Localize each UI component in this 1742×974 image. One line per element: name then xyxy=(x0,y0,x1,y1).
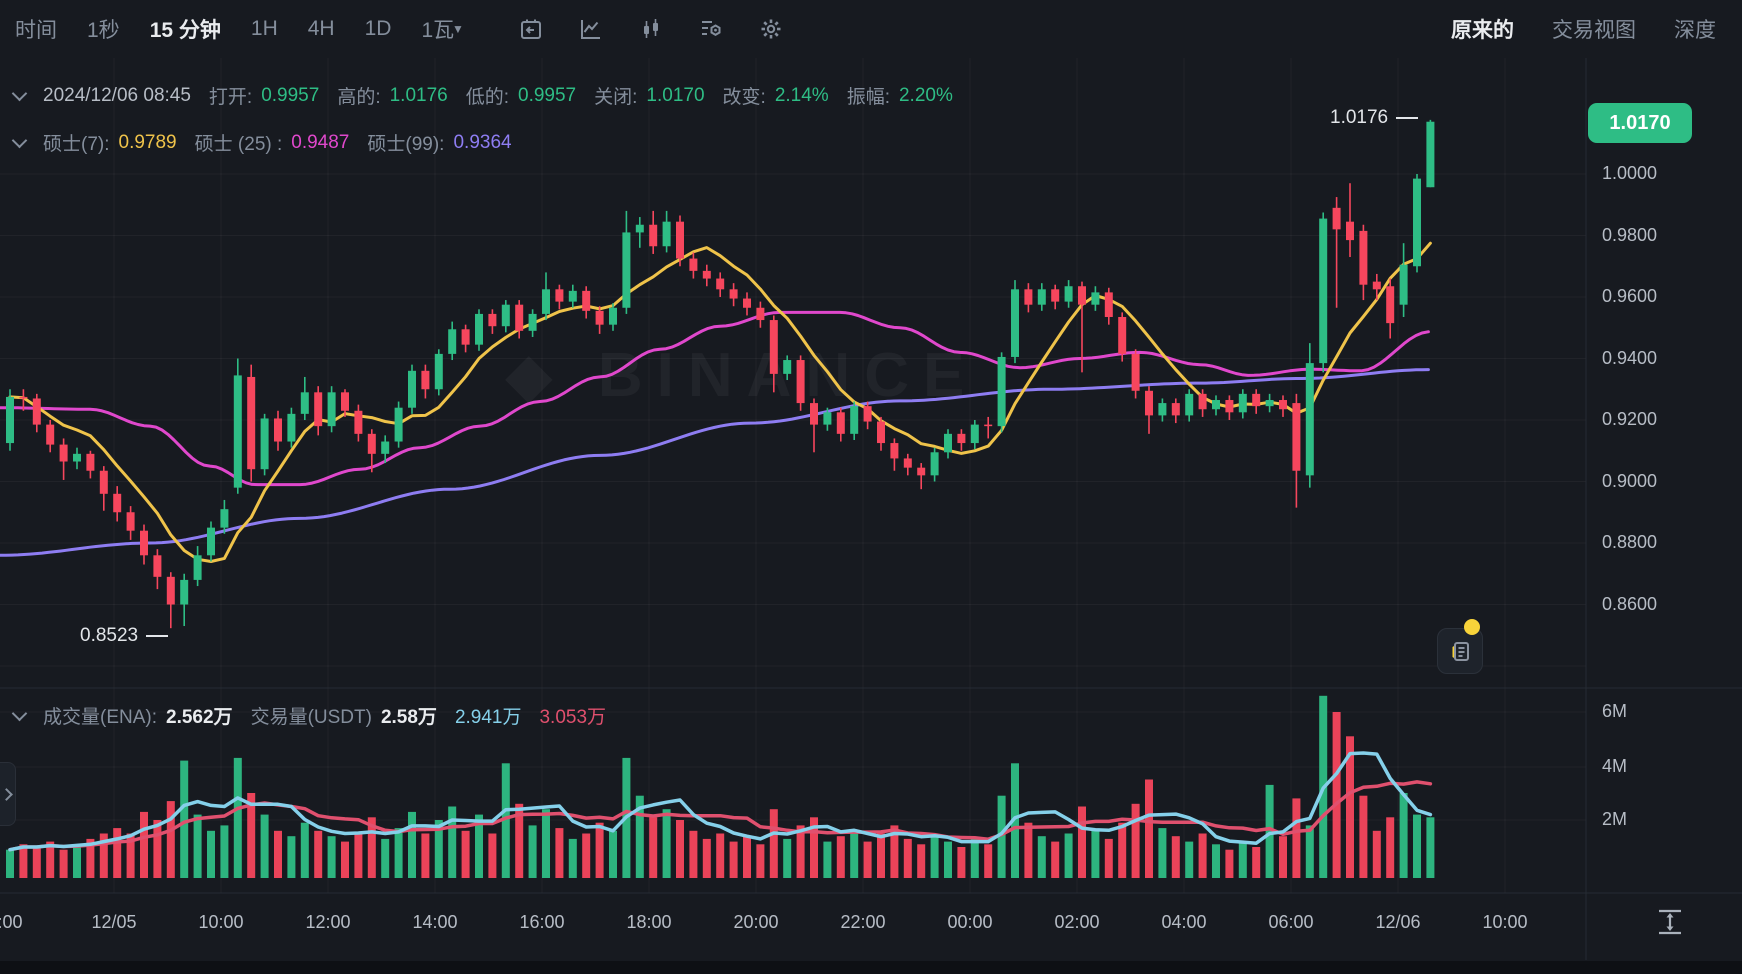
volume-legend-item: 成交量(ENA): 2.562万 xyxy=(43,707,233,728)
price-axis-label: 0.9400 xyxy=(1602,347,1658,368)
chart-toolbar: 时间 1秒 15 分钟 1H 4H 1D 1瓦 ▼ xyxy=(0,0,1742,58)
chevron-right-icon xyxy=(0,787,13,801)
high-price-label: 1.0176 xyxy=(1330,106,1389,128)
volume-axis-label: 2M xyxy=(1602,809,1628,829)
time-axis-label: 00:00 xyxy=(947,912,993,932)
news-feed-button[interactable] xyxy=(1437,628,1483,674)
interval-button[interactable]: 1D xyxy=(364,17,392,40)
price-axis-label: 1.0000 xyxy=(1602,163,1658,183)
time-axis-label: :00 xyxy=(0,912,23,932)
volume-legend-item: 2.941万 xyxy=(454,707,522,728)
price-axis-label: 0.9600 xyxy=(1602,286,1658,306)
ohlc-item: 振幅: 2.20% xyxy=(846,84,953,109)
interval-dropdown-button[interactable]: ▼ xyxy=(452,0,464,58)
interval-button[interactable]: 4H xyxy=(307,17,335,40)
price-axis-label: 0.8800 xyxy=(1602,532,1658,552)
last-price-badge: 1.0170 xyxy=(1588,103,1692,143)
calendar-icon[interactable] xyxy=(518,16,544,42)
ohlc-item: 打开: 0.9957 xyxy=(208,84,320,109)
caret-down-icon: ▼ xyxy=(452,22,464,36)
time-axis-label: 16:00 xyxy=(519,912,565,932)
time-axis-label: 12/05 xyxy=(91,912,137,932)
interval-button[interactable]: 15 分钟 xyxy=(149,19,221,42)
high-price-annotation: 1.0176 xyxy=(1330,106,1419,129)
auto-scale-button[interactable] xyxy=(1650,905,1690,939)
time-axis-label: 14:00 xyxy=(412,912,458,932)
collapse-chevron-icon[interactable] xyxy=(11,132,28,149)
volume-axis-label: 4M xyxy=(1602,756,1628,776)
price-axis-label: 0.9800 xyxy=(1602,224,1658,245)
ohlc-legend: 2024/12/06 08:45 打开: 0.9957 高的: 1.0176 低的: 0.… xyxy=(11,82,953,109)
price-axis-label: 0.9000 xyxy=(1602,470,1658,491)
ohlc-item: 高的: 1.0176 xyxy=(337,84,448,109)
chart-mode-tab[interactable]: 深度 xyxy=(1674,19,1716,42)
volume-legend-item: 交易量(USDT) 2.58万 xyxy=(250,707,437,728)
time-axis-label: 18:00 xyxy=(626,912,672,932)
ohlc-item: 改变: 2.14% xyxy=(722,84,829,109)
sidebar-expand-handle[interactable] xyxy=(0,762,16,826)
bottom-panel-edge xyxy=(0,961,1742,974)
chart-mode-tab[interactable]: 原来的 xyxy=(1451,19,1514,42)
chart-mode-tabs: 原来的 交易视图 深度 xyxy=(1451,0,1716,58)
time-axis-label: 06:00 xyxy=(1268,912,1314,932)
ma-item: 硕士 (25) :0.9487 xyxy=(194,131,350,156)
ohlc-item: 低的: 0.9957 xyxy=(465,84,577,109)
candle-datetime: 2024/12/06 08:45 xyxy=(43,84,191,106)
price-axis-label: 0.9200 xyxy=(1602,409,1658,429)
time-axis-label: 10:00 xyxy=(198,912,244,932)
time-axis-label: 02:00 xyxy=(1054,912,1100,932)
annotation-dash xyxy=(1396,116,1419,119)
interval-button[interactable]: 1瓦 xyxy=(421,19,455,42)
candles-icon[interactable] xyxy=(638,16,664,42)
time-axis-label: 20:00 xyxy=(733,912,779,932)
time-axis-label: 04:00 xyxy=(1161,912,1207,932)
chart-mode-tab[interactable]: 交易视图 xyxy=(1552,19,1636,42)
ma-item: 硕士(99): 0.9364 xyxy=(367,131,512,156)
low-price-label: 0.8523 xyxy=(80,625,139,647)
time-axis-label: 22:00 xyxy=(840,912,886,932)
interval-selector: 时间 1秒 15 分钟 1H 4H 1D 1瓦 xyxy=(15,0,454,58)
ma-item: 硕士(7): 0.9789 xyxy=(43,131,177,156)
ohlc-item: 关闭: 1.0170 xyxy=(594,84,705,109)
time-axis-label: 12:00 xyxy=(305,912,351,932)
volume-legend-item: 3.053万 xyxy=(539,707,607,728)
collapse-chevron-icon[interactable] xyxy=(11,85,28,102)
price-axis-label: 0.8600 xyxy=(1602,593,1658,614)
indicators-icon[interactable] xyxy=(698,16,724,42)
collapse-chevron-icon[interactable] xyxy=(11,705,28,722)
binance-watermark: ◆ BINANCE xyxy=(505,341,979,410)
volume-axis-label: 6M xyxy=(1602,701,1628,721)
time-axis-label: 12/06 xyxy=(1375,912,1421,932)
line-chart-icon[interactable] xyxy=(578,16,604,42)
notification-dot xyxy=(1464,619,1480,635)
interval-button[interactable]: 1秒 xyxy=(87,19,120,42)
gear-icon[interactable] xyxy=(758,16,784,42)
chart-tools xyxy=(518,0,784,58)
low-price-annotation: 0.8523 xyxy=(80,625,169,647)
time-axis-label: 10:00 xyxy=(1482,912,1528,932)
ma-legend: 硕士(7): 0.9789 硕士 (25) :0.9487 硕士(99): 0.9364 xyxy=(11,129,512,156)
interval-button[interactable]: 1H xyxy=(250,17,278,40)
annotation-dash xyxy=(146,635,169,638)
volume-legend: 成交量(ENA): 2.562万 交易量(USDT) 2.58万 2.941万 3.053… xyxy=(11,702,607,729)
interval-button[interactable]: 时间 xyxy=(15,19,57,42)
